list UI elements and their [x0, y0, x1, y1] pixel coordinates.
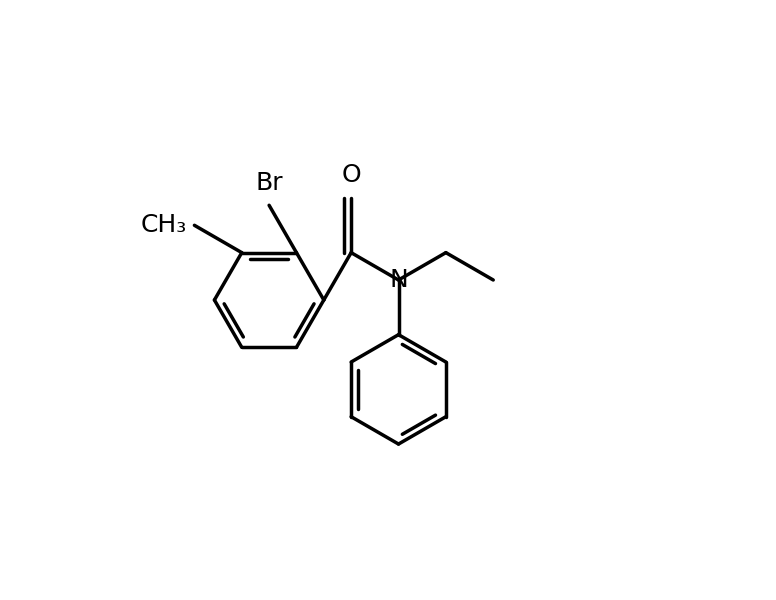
- Text: Br: Br: [255, 170, 283, 194]
- Text: O: O: [341, 163, 361, 187]
- Text: CH₃: CH₃: [141, 213, 187, 237]
- Text: N: N: [389, 268, 408, 292]
